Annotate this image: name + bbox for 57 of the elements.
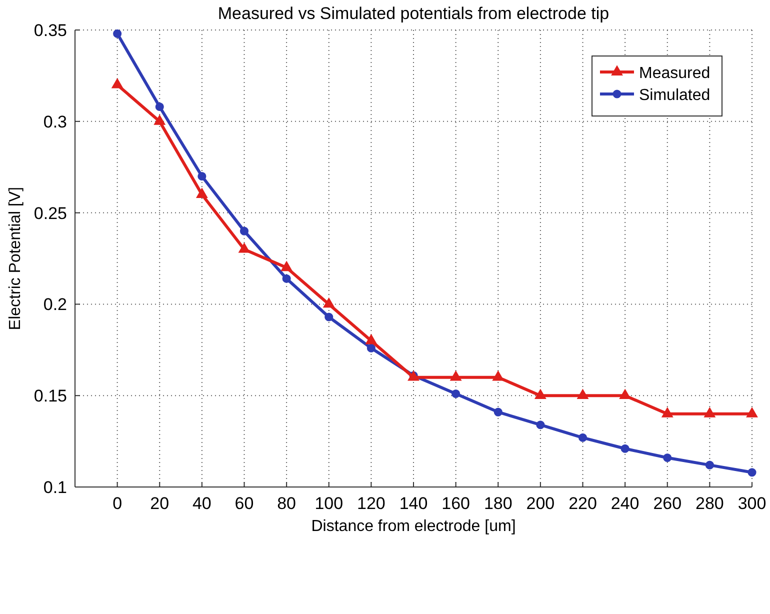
x-tick-label: 300 (738, 494, 766, 513)
x-tick-label: 160 (442, 494, 470, 513)
point (748, 468, 756, 477)
x-tick-label: 0 (112, 494, 122, 513)
point (196, 188, 208, 198)
point (112, 78, 123, 88)
point (154, 115, 166, 125)
point (705, 460, 714, 470)
x-axis-title: Distance from electrode [um] (311, 518, 516, 535)
y-tick-label: 0.2 (43, 295, 67, 314)
x-tick-label: 120 (357, 494, 386, 513)
point (746, 407, 758, 418)
point (366, 344, 376, 352)
y-tick-label: 0.15 (34, 386, 67, 406)
x-tick-label: 80 (277, 494, 296, 513)
x-tick-label: 100 (314, 494, 344, 513)
point (578, 433, 588, 442)
point (492, 370, 504, 381)
y-axis-title: Electric Potential [V] (7, 186, 24, 330)
point (238, 242, 250, 253)
point (494, 408, 502, 416)
point (324, 312, 334, 322)
point (282, 274, 291, 283)
x-tick-label: 20 (150, 494, 170, 513)
y-tick-label: 0.1 (43, 478, 67, 497)
x-tick-label: 60 (234, 494, 254, 513)
x-tick-label: 260 (653, 494, 682, 513)
legend-label: Measured (639, 65, 710, 82)
y-tick-label: 0.35 (34, 21, 67, 40)
x-tick-label: 180 (484, 494, 512, 513)
point (240, 226, 249, 236)
x-tick-label: 200 (526, 494, 555, 513)
point (704, 407, 716, 418)
point (663, 453, 672, 462)
y-tick-label: 0.3 (43, 112, 67, 132)
y-tick-label: 0.25 (34, 204, 67, 223)
point (323, 298, 334, 308)
point (113, 29, 122, 38)
x-tick-label: 240 (610, 494, 640, 513)
point (366, 334, 377, 344)
legend-label: Simulated (639, 87, 710, 104)
point (662, 407, 673, 418)
x-tick-label: 280 (696, 494, 724, 513)
point (198, 172, 206, 181)
x-tick-label: 220 (568, 494, 597, 513)
point (620, 444, 630, 453)
point (450, 370, 462, 381)
point (280, 261, 292, 272)
x-tick-label: 140 (399, 494, 428, 513)
x-tick-label: 40 (192, 494, 212, 513)
point (452, 389, 460, 398)
point (534, 389, 546, 400)
point (577, 389, 588, 400)
point (155, 102, 164, 112)
point (536, 420, 545, 430)
point (619, 389, 631, 400)
chart-title: Measured vs Simulated potentials from electrode tip (218, 4, 610, 23)
